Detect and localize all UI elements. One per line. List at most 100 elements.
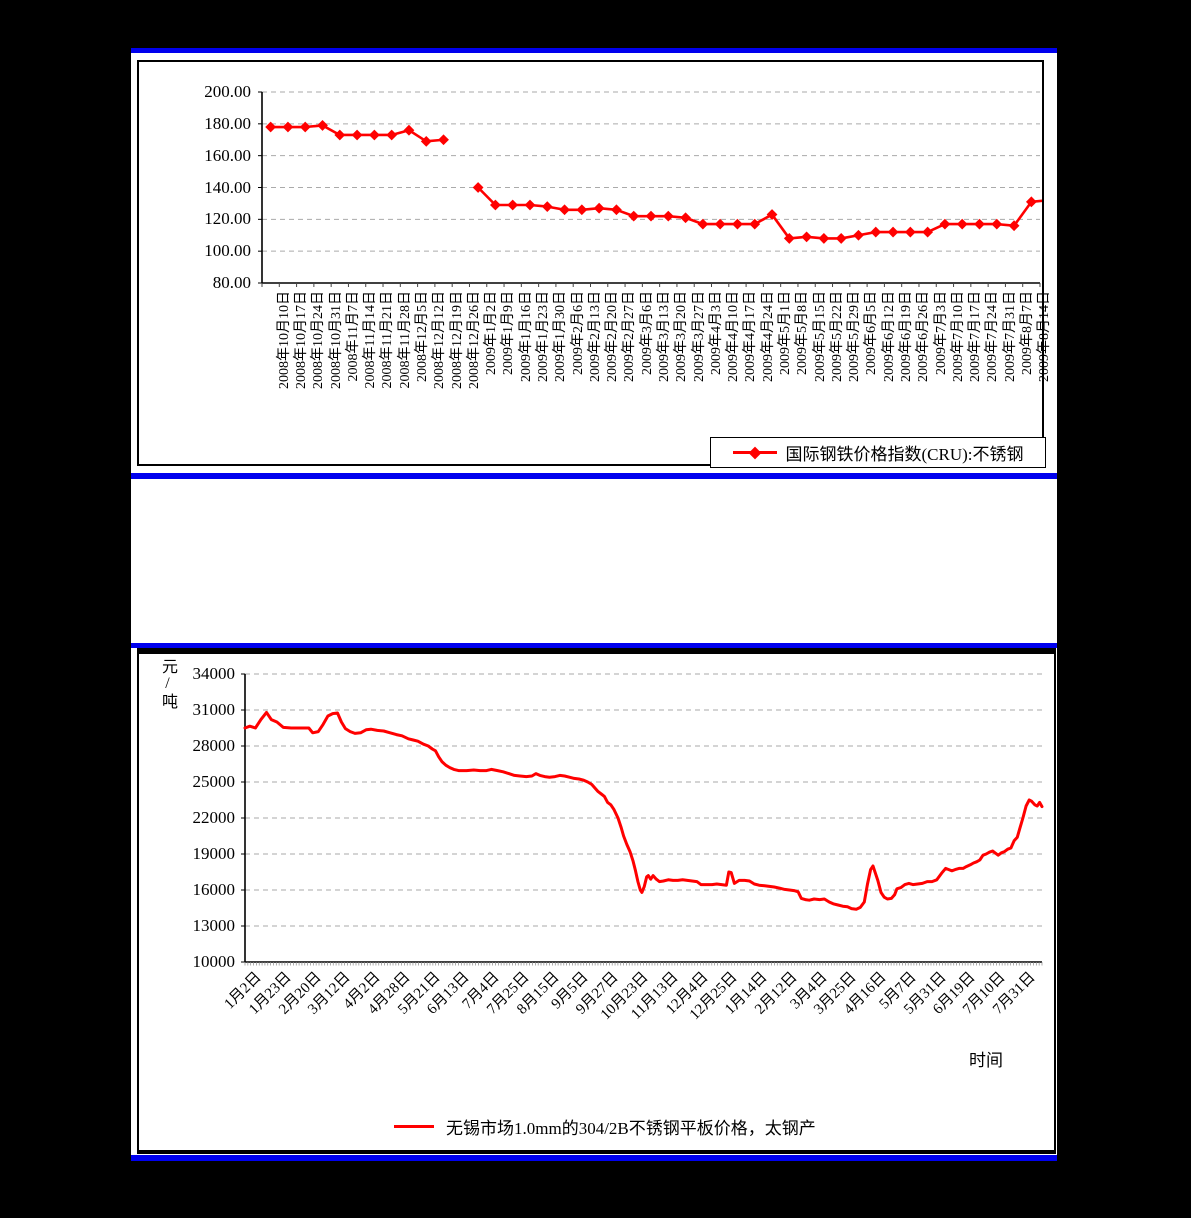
diamond-marker [265,121,277,133]
diamond-marker [472,182,484,193]
x-tick-label: 2009年2月13日 [587,291,603,382]
diamond-marker [697,218,709,230]
divider-rule-bottom [131,1155,1057,1161]
diamond-marker [749,218,761,230]
x-tick-label: 2009年7月3日 [933,291,949,375]
x-tick-label: 2009年5月8日 [795,291,811,375]
x-tick-label: 2008年11月28日 [397,291,413,389]
chart1-legend-label: 国际钢铁价格指数(CRU):不锈钢 [785,445,1024,464]
y-tick-label: 28000 [192,736,236,755]
x-tick-label: 2009年4月17日 [743,291,759,382]
divider-rule-below-chart1 [131,473,1057,479]
x-tick-label: 2009年4月24日 [760,291,776,382]
x-tick-label: 2009年8月7日 [1020,291,1036,375]
diamond-marker [662,210,674,222]
chart1-legend-line-diamond-icon [732,451,777,454]
diamond-marker [317,120,328,131]
diamond-marker [680,212,691,224]
x-tick-label: 2009年3月6日 [639,291,655,375]
diamond-marker [956,218,968,230]
chart2-y-axis-title: 元/吨 [159,658,176,710]
x-tick-label: 2009年1月2日 [484,291,500,375]
x-tick-label: 2008年10月31日 [328,291,344,389]
x-tick-label: 2008年11月21日 [380,291,396,389]
diamond-marker [628,210,640,222]
series-line [243,710,1044,911]
diamond-marker [351,129,363,141]
x-tick-label: 2009年1月16日 [518,291,534,382]
diamond-marker [939,218,951,230]
x-tick-label: 2009年6月5日 [864,291,880,375]
diamond-marker [818,233,830,244]
diamond-marker [991,218,1003,230]
x-tick-label: 2008年10月10日 [276,291,292,389]
y-tick-label: 16000 [192,880,236,899]
divider-rule-top [131,48,1057,53]
x-tick-label: 2009年2月20日 [605,291,621,382]
diamond-marker [420,135,432,147]
diamond-marker [611,204,622,216]
diamond-marker [645,210,657,222]
x-tick-label: 2009年1月30日 [553,291,569,382]
x-tick-label: 2009年5月22日 [829,291,845,382]
chart2-frame: 元/吨 34000 31000 28000 25000 22000 19000 16000 1… [137,648,1056,1154]
x-tick-label: 2009年1月23日 [535,291,551,382]
diamond-marker [801,231,812,243]
x-tick-label: 2008年11月7日 [345,291,361,382]
diamond-marker [870,226,882,238]
y-tick-label: 100.00 [204,241,251,261]
diamond-marker [386,129,398,141]
diamond-marker [766,209,778,220]
x-tick-label: 2008年12月26日 [466,291,482,389]
diamond-marker [368,129,380,141]
diamond-marker [922,226,934,238]
series-segment [1013,201,1033,227]
x-tick-label: 2009年3月27日 [691,291,707,382]
diamond-marker [576,204,588,216]
diamond-marker [732,218,743,230]
y-tick-label: 120.00 [204,209,251,229]
y-tick-label: 180.00 [204,113,251,133]
x-tick-label: 2008年10月17日 [293,291,309,389]
diamond-marker [282,121,294,133]
x-tick-label: 2009年5月29日 [847,291,863,382]
x-tick-label: 2009年3月13日 [657,291,672,382]
x-tick-label: 2009年2月6日 [570,291,586,375]
y-tick-label: 13000 [192,916,236,935]
x-tick-label: 2009年7月17日 [968,291,984,382]
y-tick-label: 34000 [192,664,236,683]
diamond-marker [403,124,415,136]
x-tick-label: 2008年12月19日 [449,291,465,389]
x-tick-label: 2009年2月27日 [622,291,638,382]
chart2-legend-line-icon [394,1124,434,1128]
chart2-legend: 无锡市场1.0mm的304/2B不锈钢平板价格，太钢产 [394,1113,816,1139]
x-tick-label: 2009年4月10日 [726,291,742,382]
diamond-marker [507,199,519,211]
diamond-marker [438,134,449,146]
y-tick-label: 140.00 [204,177,251,197]
diamond-marker [299,121,311,133]
y-tick-label: 19000 [192,844,236,863]
series-segment [770,213,791,240]
x-tick-label: 2009年1月9日 [501,291,517,375]
diamond-marker [714,218,726,230]
x-tick-label: 2009年3月20日 [674,291,690,382]
y-tick-label: 31000 [192,700,236,719]
x-tick-label: 2008年11月14日 [363,291,379,389]
x-tick-label: 2009年6月19日 [899,291,915,382]
diamond-marker [887,226,899,238]
x-tick-label: 2009年7月24日 [985,291,1001,382]
x-tick-label: 2008年12月5日 [414,291,430,382]
diamond-marker [1008,220,1020,232]
chart2-plot [241,673,1044,966]
diamond-marker [524,199,536,211]
diamond-marker [559,204,570,216]
y-tick-label: 22000 [192,808,236,827]
diamond-marker [334,129,346,141]
x-tick-label: 2009年6月26日 [916,291,932,382]
y-tick-label: 10000 [192,952,236,971]
chart1-plot [258,91,1042,287]
y-tick-label: 80.00 [212,273,251,292]
diamond-marker [835,233,847,244]
